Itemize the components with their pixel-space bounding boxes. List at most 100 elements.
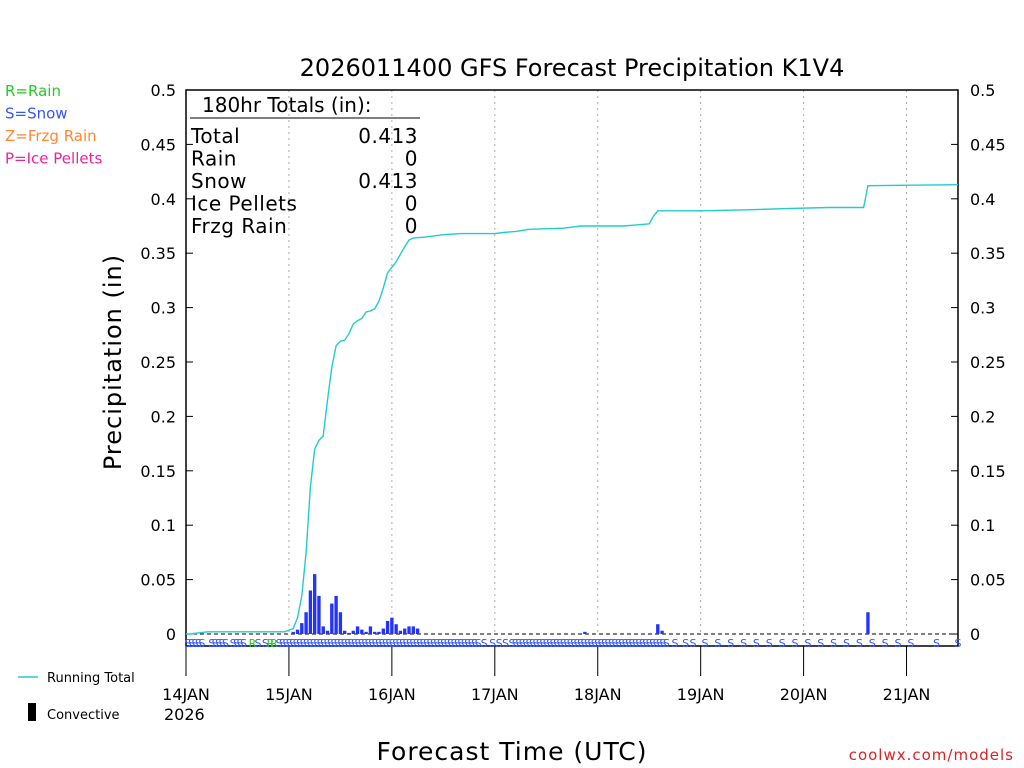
y-tick-label-right: 0.1 <box>970 516 995 535</box>
precip-type-marker: S <box>354 637 361 650</box>
precip-type-marker: S <box>409 637 416 650</box>
precip-type-marker: S <box>433 637 440 650</box>
precip-bar <box>377 631 381 634</box>
totals-row-value: 0 <box>405 147 418 171</box>
precip-type-marker: S <box>300 637 307 650</box>
precip-bar <box>334 595 338 634</box>
precip-type-marker: S <box>570 637 577 650</box>
y-tick-label-right: 0.45 <box>970 135 1006 154</box>
precip-type-marker: S <box>587 637 594 650</box>
precip-type-marker: S <box>779 637 786 650</box>
chart-title: 2026011400 GFS Forecast Precipitation K1… <box>300 54 845 82</box>
precip-type-marker: S <box>313 637 320 650</box>
precip-type-marker: S <box>766 637 773 650</box>
precip-type-marker: S <box>420 637 427 650</box>
precip-bar <box>415 628 420 634</box>
precip-bar <box>321 626 325 634</box>
x-axis-label: Forecast Time (UTC) <box>377 737 648 766</box>
precip-type-marker: S <box>714 637 721 650</box>
precip-bar <box>304 612 308 634</box>
precip-type-marker: S <box>753 637 760 650</box>
precip-type-marker: S <box>389 637 396 650</box>
y-axis-right: 0 0.05 0.1 0.15 0.2 0.25 0.3 0.35 0.4 0.45 0.5 <box>951 81 1006 644</box>
precip-type-marker: S <box>563 637 570 650</box>
x-tick-label: 16JAN <box>368 685 416 704</box>
x-tick-label: 17JAN <box>471 685 519 704</box>
precip-type-marker: S <box>642 637 649 650</box>
precip-bar <box>398 630 403 634</box>
precip-type-marker: S <box>219 637 226 650</box>
precip-type-marker: S <box>468 637 475 650</box>
precip-type-marker: S <box>653 637 660 650</box>
precip-type-marker: S <box>608 637 615 650</box>
running-total-line <box>186 184 959 635</box>
precip-bar <box>338 612 343 634</box>
precip-type-marker: S <box>635 637 642 650</box>
precip-type-legend-entry: Z=Frzg Rain <box>5 127 97 145</box>
y-tick-label-right: 0.2 <box>970 407 995 426</box>
x-tick-label: 18JAN <box>574 685 622 704</box>
precip-type-marker: S <box>351 637 358 650</box>
precip-type-marker: S <box>192 637 199 650</box>
precip-type-marker: S <box>385 637 392 650</box>
precip-type-marker: S <box>594 637 601 650</box>
precip-type-marker: S <box>255 637 262 650</box>
precip-type-marker: S <box>526 637 533 650</box>
precip-type-marker: S <box>618 637 625 650</box>
precip-bar <box>660 630 664 634</box>
y-tick-label-right: 0.15 <box>970 462 1006 481</box>
y-tick-label-right: 0.25 <box>970 353 1006 372</box>
precip-type-marker: S <box>344 637 351 650</box>
precip-type-marker: S <box>591 637 598 650</box>
precip-bar <box>300 623 304 634</box>
precip-type-marker: S <box>792 637 799 650</box>
precip-type-marker: S <box>601 637 608 650</box>
precip-type-marker: S <box>330 637 337 650</box>
totals-box: 180hr Totals (in): Total 0.413 Rain 0 Snow 0.… <box>190 93 420 238</box>
precip-type-marker: S <box>529 637 536 650</box>
y-tick-label-left: 0.1 <box>151 516 176 535</box>
precip-type-marker: S <box>663 637 670 650</box>
x-tick-label: 15JAN <box>265 685 313 704</box>
precip-type-marker: S <box>475 637 482 650</box>
precip-type-marker: S <box>611 637 618 650</box>
precip-bar <box>385 620 390 634</box>
precip-type-marker: S <box>546 637 553 650</box>
precip-type-marker: S <box>532 637 539 650</box>
precip-type-marker: S <box>413 637 420 650</box>
precip-type-marker: S <box>237 637 244 650</box>
y-tick-label-left: 0 <box>166 625 176 644</box>
precip-bar <box>394 624 398 634</box>
precip-type-marker: S <box>536 637 543 650</box>
series-legend: Running Total Convective <box>18 671 135 723</box>
totals-row-value: 0.413 <box>358 124 418 148</box>
precip-type-marker: S <box>622 637 629 650</box>
precip-type-marker: S <box>375 637 382 650</box>
precip-type-marker: S <box>843 637 850 650</box>
precip-type-marker: S <box>605 637 612 650</box>
precip-bar <box>656 624 660 634</box>
precip-type-marker: S <box>689 637 696 650</box>
totals-row-label: Snow <box>191 169 247 193</box>
y-tick-label-right: 0.05 <box>970 571 1006 590</box>
precip-type-marker: S <box>584 637 591 650</box>
precip-type-marker: S <box>625 637 632 650</box>
precip-type-marker: S <box>303 637 310 650</box>
precip-type-marker: S <box>222 637 229 650</box>
x-tick-label: 14JAN <box>162 685 210 704</box>
precip-type-marker: S <box>324 637 331 650</box>
precip-type-marker: S <box>215 637 222 650</box>
precip-bar <box>583 631 587 634</box>
x-tick-label: 20JAN <box>780 685 828 704</box>
hourly-precip-bars <box>291 574 870 634</box>
precip-bar <box>295 629 300 634</box>
precip-type-marker: S <box>907 637 914 650</box>
precip-type-marker: S <box>233 637 240 650</box>
y-axis-left: 0 0.05 0.1 0.15 0.2 0.25 0.3 0.35 0.4 0.45 0.5 <box>140 81 193 644</box>
precip-bar <box>351 630 355 634</box>
precip-type-marker: S <box>804 637 811 650</box>
credit-text: coolwx.com/models <box>849 746 1014 764</box>
precip-type-marker: S <box>457 637 464 650</box>
